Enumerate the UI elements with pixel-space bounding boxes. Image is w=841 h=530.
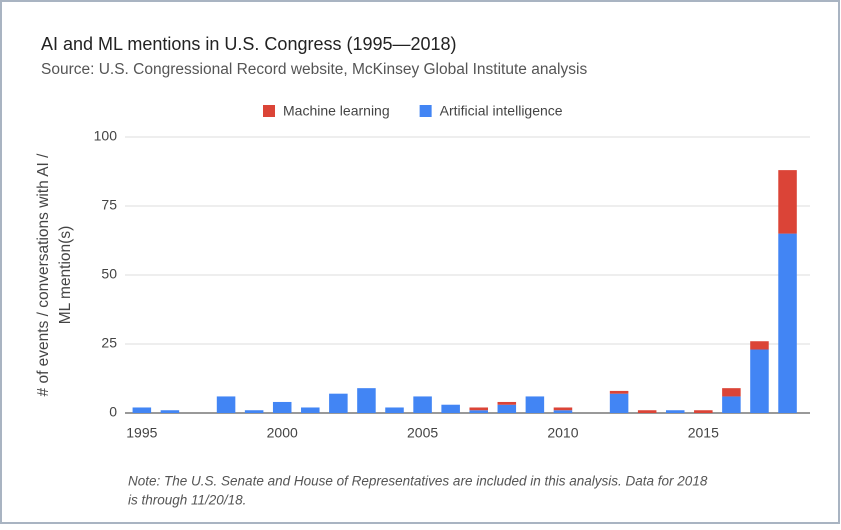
bar-segment [553, 410, 573, 413]
legend-swatch [419, 105, 432, 117]
bar-segment [385, 407, 404, 413]
bar-segment [244, 410, 264, 413]
x-tick-label: 2005 [407, 425, 438, 441]
bar-segment [216, 396, 236, 413]
bar-segment [778, 170, 797, 234]
x-tick-label: 2010 [547, 425, 578, 441]
bar-segment [637, 410, 657, 413]
note: is through 11/20/18. [128, 493, 246, 508]
y-axis-label: # of events / conversations with AI / ML … [35, 153, 74, 397]
y-tick-label: 75 [101, 197, 117, 213]
bar-segment [722, 396, 741, 413]
legend-label: Artificial intelligence [440, 103, 563, 119]
legend-swatch [263, 105, 275, 117]
bar-segment [413, 396, 432, 413]
bar-segment [469, 407, 488, 411]
bar-segment [329, 393, 348, 413]
chart-title: AI and ML mentions in U.S. Congress (199… [41, 34, 457, 54]
bar-segment [525, 396, 545, 413]
chart-subtitle: Source: U.S. Congressional Record websit… [41, 61, 587, 78]
bar-segment [497, 404, 517, 413]
y-axis-label-line: ML mention(s) [57, 226, 74, 324]
x-tick-label: 2015 [688, 425, 719, 441]
bar-segment [132, 407, 152, 413]
bar-segment [609, 393, 629, 413]
note: Note: The U.S. Senate and House of Repre… [128, 474, 708, 489]
bar-segment [722, 388, 741, 397]
bar-segment [694, 410, 713, 413]
bar-segment [609, 390, 629, 394]
bar-segment [750, 349, 769, 413]
bar-segment [357, 388, 376, 413]
y-tick-label: 0 [109, 404, 117, 420]
y-tick-label: 25 [101, 335, 117, 351]
bar-segment [750, 341, 769, 350]
bar-segment [497, 401, 517, 405]
y-tick-label: 100 [94, 128, 118, 144]
legend-label: Machine learning [283, 103, 390, 119]
bar-segment [272, 401, 292, 413]
bar-segment [441, 404, 460, 413]
x-tick-label: 1995 [126, 425, 157, 441]
y-tick-label: 50 [101, 266, 117, 282]
bar-segment [301, 407, 320, 413]
bar-segment [553, 407, 573, 411]
x-tick-label: 2000 [267, 425, 298, 441]
bar-segment [469, 410, 488, 413]
y-axis-label-line: # of events / conversations with AI / [35, 153, 52, 397]
bar-segment [665, 410, 685, 413]
bar-segment [160, 410, 180, 413]
legend: Machine learning Artificial intelligence [263, 103, 563, 119]
bar-segment [778, 233, 797, 413]
